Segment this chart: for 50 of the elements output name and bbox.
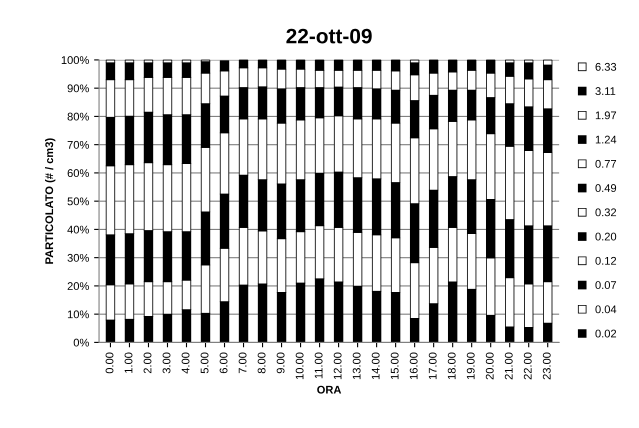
x-tick-label: 17.00: [428, 352, 437, 380]
legend-label: 0.20: [595, 232, 616, 241]
legend-label: 0.04: [595, 305, 616, 314]
legend-label: 0.49: [595, 184, 616, 192]
x-tick-label: 18.00: [448, 352, 456, 380]
y-tick-label: 60%: [68, 169, 89, 178]
y-tick-label: 30%: [68, 254, 89, 262]
x-tick-label: 6.00: [220, 352, 228, 374]
x-tick-label: 0.00: [106, 352, 114, 374]
y-tick-label: 20%: [68, 282, 89, 290]
legend-label: 0.02: [595, 330, 616, 338]
x-tick-label: 16.00: [410, 352, 418, 380]
x-tick-label: 12.00: [334, 352, 342, 380]
x-tick-label: 21.00: [504, 352, 513, 380]
x-tick-label: 15.00: [390, 352, 399, 380]
x-tick-label: 1.00: [124, 352, 132, 373]
legend-label: 3.11: [595, 87, 616, 96]
x-tick-label: 8.00: [258, 352, 266, 374]
legend-label: 0.77: [595, 160, 616, 168]
legend-label: 0.32: [595, 208, 616, 216]
x-tick-label: 11.00: [314, 352, 323, 378]
x-tick-label: 20.00: [486, 352, 494, 380]
x-tick-label: 19.00: [466, 352, 475, 380]
x-tick-label: 10.00: [296, 352, 304, 380]
legend-label: 6.33: [596, 62, 616, 71]
y-tick-label: 90%: [68, 84, 89, 92]
x-tick-label: 14.00: [372, 352, 380, 380]
y-tick-label: 10%: [68, 310, 89, 318]
y-tick-label: 0%: [74, 338, 89, 347]
y-tick-label: 70%: [68, 140, 89, 149]
x-tick-label: 7.00: [238, 352, 247, 374]
legend-label: 1.97: [596, 111, 616, 120]
x-tick-label: 13.00: [352, 352, 361, 380]
x-tick-label: 5.00: [200, 352, 208, 374]
y-tick-label: 40%: [67, 226, 89, 234]
y-tick-label: 100%: [62, 56, 89, 64]
y-axis-title: PARTICOLATO (# / cm3): [44, 138, 56, 264]
chart-title: 22-ott-09: [286, 28, 372, 44]
x-tick-label: 9.00: [276, 352, 285, 374]
x-tick-label: 3.00: [162, 352, 170, 374]
x-tick-label: 22.00: [524, 352, 532, 380]
x-tick-label: 23.00: [542, 352, 551, 380]
legend-label: 0.12: [595, 256, 616, 265]
x-axis-title: ORA: [317, 386, 342, 394]
legend-label: 1.24: [596, 136, 616, 144]
legend-label: 0.07: [595, 281, 616, 290]
y-tick-label: 50%: [68, 197, 89, 206]
x-tick-label: 4.00: [182, 352, 190, 374]
y-tick-label: 80%: [68, 112, 89, 121]
x-tick-label: 2.00: [144, 352, 152, 374]
